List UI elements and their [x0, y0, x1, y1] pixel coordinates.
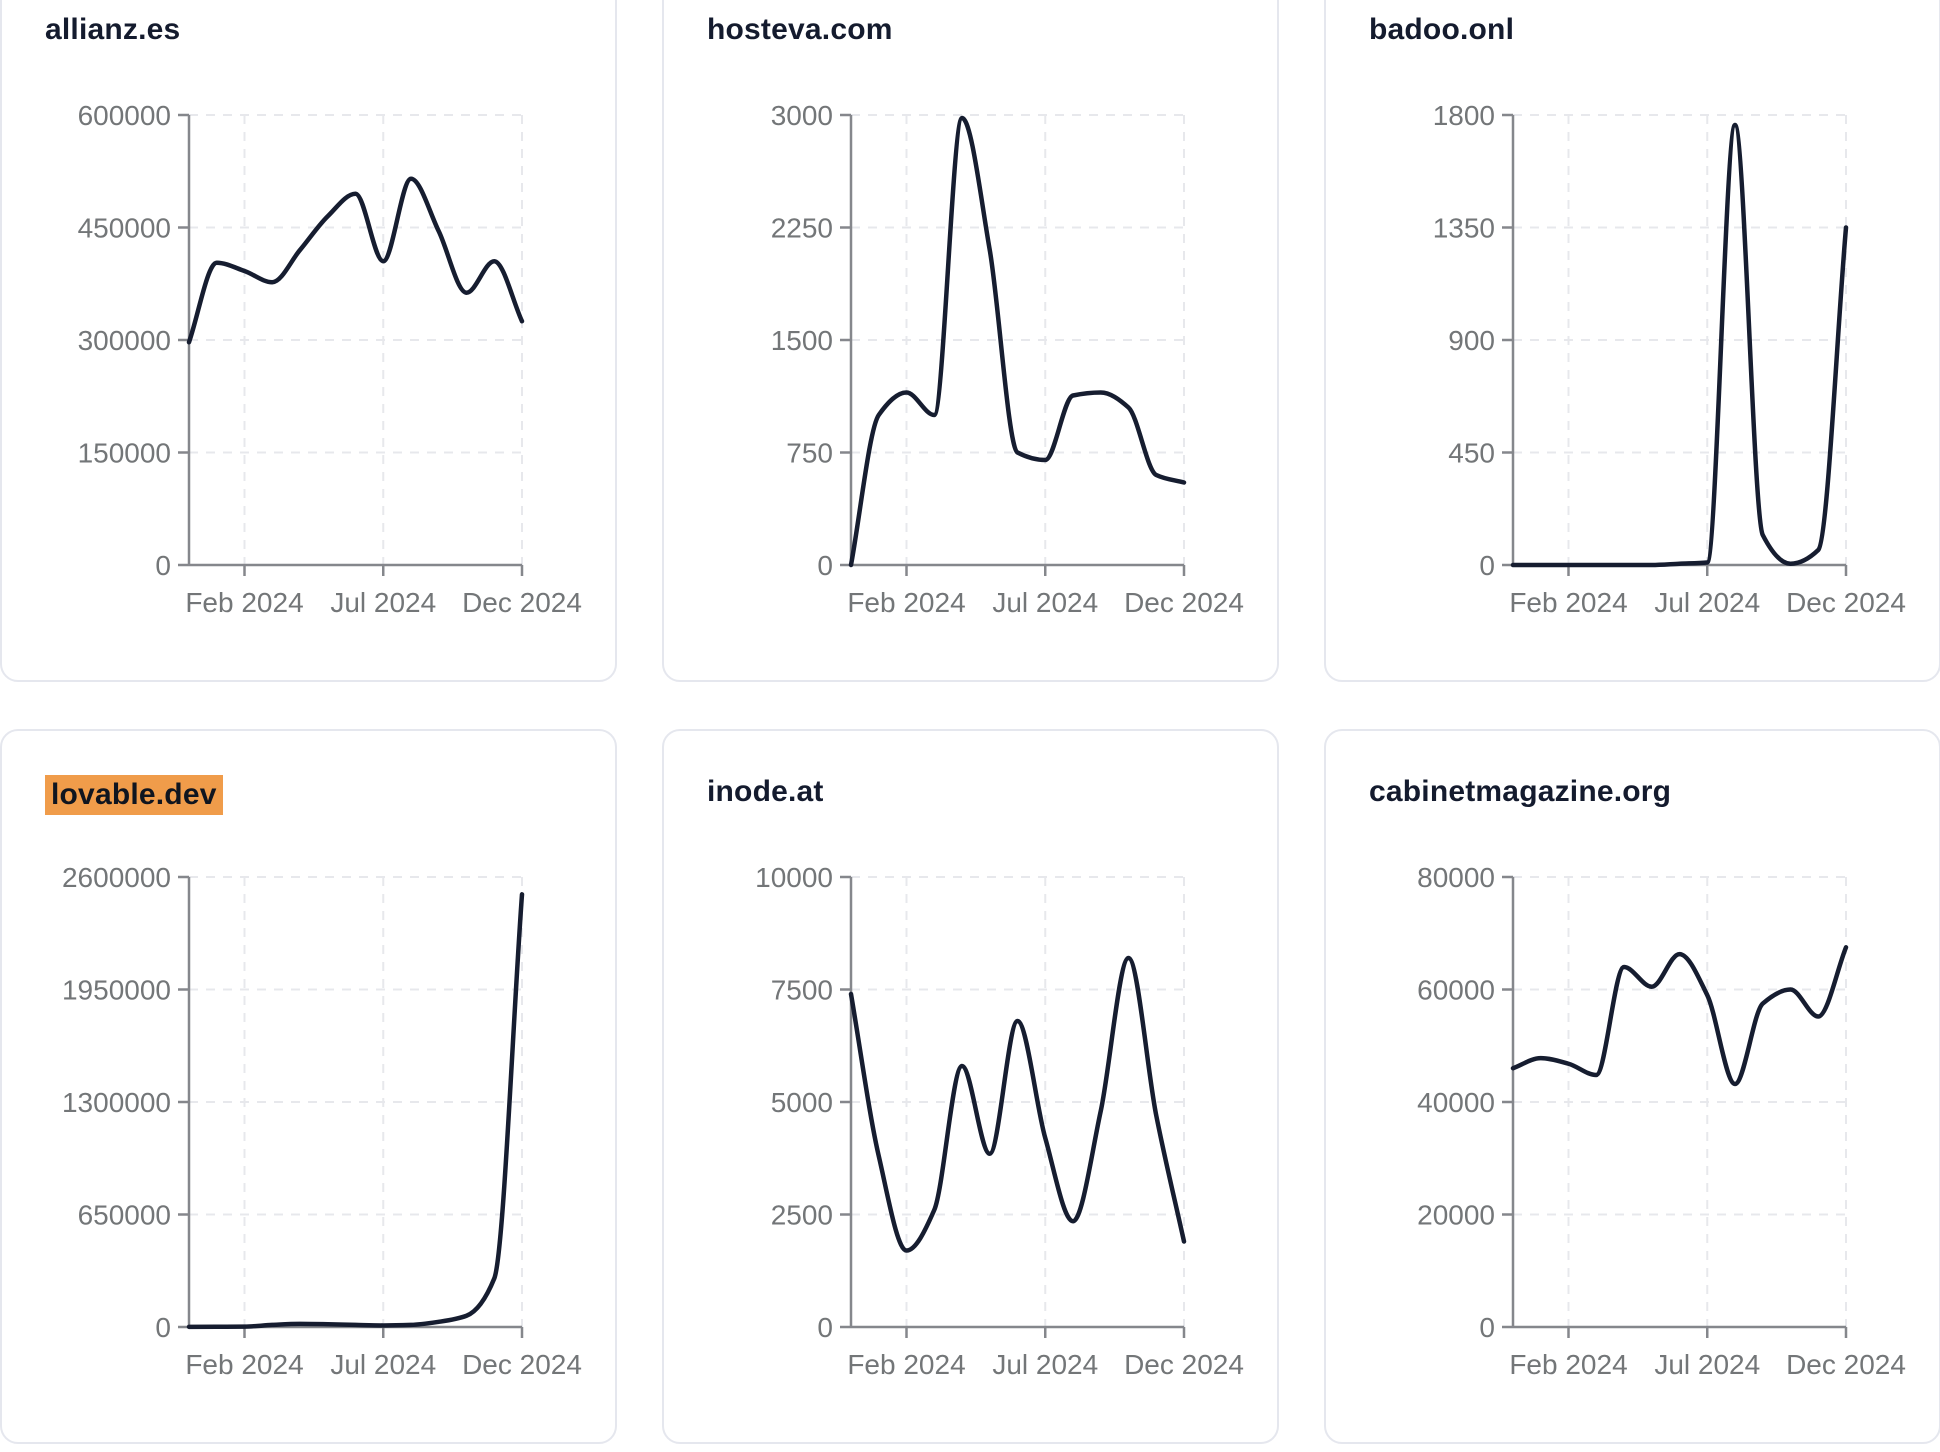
domain-name: lovable.dev — [45, 775, 223, 815]
card-title: lovable.dev — [45, 775, 223, 815]
y-tick-label: 0 — [817, 550, 833, 581]
y-tick-label: 0 — [155, 1312, 171, 1343]
x-tick-label: Feb 2024 — [847, 1349, 965, 1380]
y-tick-label: 650000 — [78, 1200, 171, 1231]
y-tick-label: 7500 — [771, 975, 833, 1006]
x-tick-label: Feb 2024 — [847, 587, 965, 618]
card-title: inode.at — [707, 775, 824, 809]
y-tick-label: 2250 — [771, 213, 833, 244]
y-tick-label: 300000 — [78, 325, 171, 356]
card-title: badoo.onl — [1369, 13, 1514, 47]
y-tick-label: 60000 — [1417, 975, 1495, 1006]
x-tick-label: Dec 2024 — [462, 587, 582, 618]
y-tick-label: 750 — [786, 438, 833, 469]
y-tick-label: 3000 — [771, 100, 833, 131]
card-title: hosteva.com — [707, 13, 893, 47]
line-chart: 0 650000 1300000 1950000 2600000 Feb 2024 Jul … — [62, 862, 582, 1380]
chart-line — [848, 115, 1187, 568]
line-chart: 0 2500 5000 7500 10000 Feb 2024 Jul 2024 Dec 20… — [755, 862, 1244, 1380]
x-tick-label: Feb 2024 — [185, 1349, 303, 1380]
y-tick-label: 0 — [1479, 1312, 1495, 1343]
y-tick-label: 1350 — [1433, 213, 1495, 244]
y-tick-label: 1500 — [771, 325, 833, 356]
y-tick-label: 10000 — [755, 862, 833, 893]
x-tick-label: Feb 2024 — [185, 587, 303, 618]
x-tick-label: Jul 2024 — [330, 587, 436, 618]
line-chart: 0 750 1500 2250 3000 Feb 2024 Jul 2024 Dec 2024 — [771, 100, 1244, 618]
chart-line — [186, 176, 525, 345]
y-tick-label: 1950000 — [62, 975, 171, 1006]
domain-name: badoo.onl — [1369, 13, 1515, 46]
chart-line — [186, 892, 525, 1330]
x-tick-label: Dec 2024 — [1124, 587, 1244, 618]
y-tick-label: 900 — [1448, 325, 1495, 356]
domain-card: hosteva.com 0 750 1500 2250 3000 Feb 2024 Jul … — [662, 0, 1279, 682]
y-tick-label: 150000 — [78, 438, 171, 469]
y-tick-label: 1800 — [1433, 100, 1495, 131]
domain-card: badoo.onl 0 450 900 1350 1800 Feb 2024 Jul 202… — [1324, 0, 1940, 682]
y-tick-label: 5000 — [771, 1087, 833, 1118]
x-tick-label: Jul 2024 — [1654, 1349, 1760, 1380]
domain-name: hosteva.com — [707, 13, 893, 46]
line-chart: 0 450 900 1350 1800 Feb 2024 Jul 2024 Dec 2024 — [1433, 100, 1906, 618]
domain-card: cabinetmagazine.org 0 20000 40000 60000 8000… — [1324, 729, 1940, 1444]
line-chart: 0 20000 40000 60000 80000 Feb 2024 Jul 2024 Dec… — [1417, 862, 1906, 1380]
y-tick-label: 0 — [817, 1312, 833, 1343]
x-tick-label: Dec 2024 — [1124, 1349, 1244, 1380]
domain-card: lovable.dev 0 650000 1300000 1950000 2600000… — [0, 729, 617, 1444]
y-tick-label: 20000 — [1417, 1200, 1495, 1231]
card-title: allianz.es — [45, 13, 180, 47]
y-tick-label: 80000 — [1417, 862, 1495, 893]
domain-card: allianz.es 0 150000 300000 450000 600000 Feb … — [0, 0, 617, 682]
domain-name: cabinetmagazine.org — [1369, 775, 1672, 808]
y-tick-label: 0 — [155, 550, 171, 581]
x-tick-label: Feb 2024 — [1509, 1349, 1627, 1380]
y-tick-label: 2500 — [771, 1200, 833, 1231]
x-tick-label: Dec 2024 — [1786, 1349, 1906, 1380]
domain-name: allianz.es — [45, 13, 181, 46]
x-tick-label: Dec 2024 — [462, 1349, 582, 1380]
y-tick-label: 0 — [1479, 550, 1495, 581]
y-tick-label: 2600000 — [62, 862, 171, 893]
x-tick-label: Jul 2024 — [992, 1349, 1098, 1380]
chart-line — [1510, 945, 1849, 1087]
x-tick-label: Feb 2024 — [1509, 587, 1627, 618]
y-tick-label: 1300000 — [62, 1087, 171, 1118]
y-tick-label: 450000 — [78, 213, 171, 244]
x-tick-label: Jul 2024 — [992, 587, 1098, 618]
domain-name: inode.at — [707, 775, 824, 808]
card-title: cabinetmagazine.org — [1369, 775, 1671, 809]
domain-card: inode.at 0 2500 5000 7500 10000 Feb 2024 Jul 2… — [662, 729, 1279, 1444]
x-tick-label: Jul 2024 — [1654, 587, 1760, 618]
line-chart: 0 150000 300000 450000 600000 Feb 2024 Jul 202… — [78, 100, 582, 618]
chart-line — [848, 955, 1187, 1253]
y-tick-label: 600000 — [78, 100, 171, 131]
x-tick-label: Jul 2024 — [330, 1349, 436, 1380]
chart-line — [1510, 122, 1849, 568]
y-tick-label: 450 — [1448, 438, 1495, 469]
y-tick-label: 40000 — [1417, 1087, 1495, 1118]
x-tick-label: Dec 2024 — [1786, 587, 1906, 618]
